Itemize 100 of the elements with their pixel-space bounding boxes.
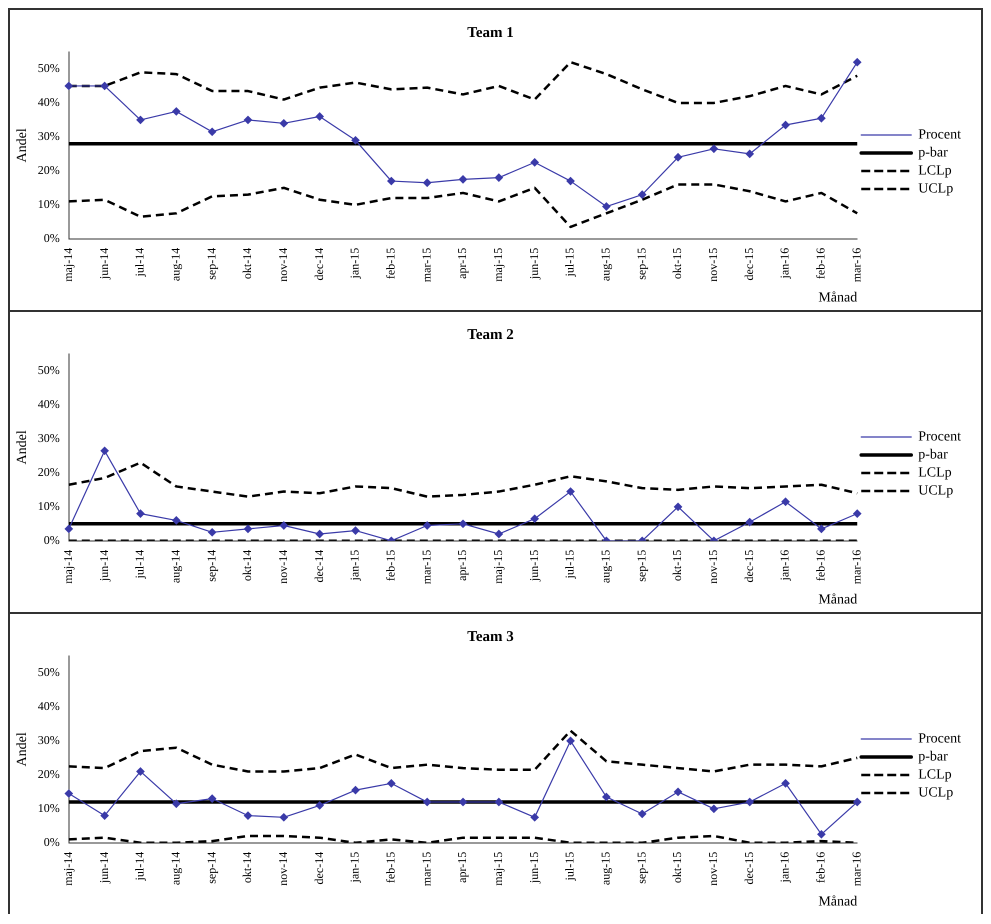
x-tick-label: maj-15 <box>491 852 506 886</box>
x-tick-label: okt-14 <box>240 248 254 280</box>
x-tick-label: feb-15 <box>383 248 398 280</box>
x-tick-label: apr-15 <box>455 550 470 581</box>
y-tick-label: 30% <box>38 431 60 446</box>
x-tick-label: mar-16 <box>849 550 864 584</box>
x-tick-label: okt-15 <box>670 852 684 884</box>
x-tick-label: jan-16 <box>778 550 792 582</box>
x-tick-label: nov-15 <box>706 852 720 886</box>
x-tick-label: nov-14 <box>276 248 290 282</box>
x-tick-label: sep-15 <box>634 248 648 280</box>
chart-title: Team 3 <box>467 628 514 645</box>
x-tick-label: aug-15 <box>598 852 613 886</box>
y-tick-label: 40% <box>38 95 60 110</box>
x-axis-title: Månad <box>818 290 858 306</box>
x-tick-label: sep-15 <box>634 852 648 884</box>
x-tick-label: mar-15 <box>419 852 434 886</box>
x-tick-label: feb-15 <box>383 852 398 884</box>
legend-label: p-bar <box>918 750 948 765</box>
x-tick-label: mar-16 <box>849 852 864 886</box>
x-tick-label: feb-16 <box>814 852 828 884</box>
y-axis-title: Andel <box>15 128 30 163</box>
x-tick-label: jun-15 <box>526 248 541 280</box>
x-tick-label: okt-15 <box>670 248 684 280</box>
y-tick-label: 30% <box>38 129 60 144</box>
y-tick-label: 20% <box>38 163 60 178</box>
x-tick-label: dec-15 <box>742 852 756 884</box>
x-tick-label: sep-14 <box>204 248 218 280</box>
x-tick-label: jan-15 <box>348 852 362 884</box>
y-tick-label: 0% <box>44 834 60 849</box>
x-tick-label: dec-14 <box>312 550 326 582</box>
legend-label: Procent <box>918 430 962 445</box>
x-tick-label: sep-14 <box>204 550 218 582</box>
y-tick-label: 10% <box>38 800 60 815</box>
x-tick-label: jun-15 <box>526 550 541 582</box>
x-tick-label: maj-15 <box>491 550 506 584</box>
x-tick-label: jan-15 <box>348 550 362 582</box>
x-tick-label: sep-14 <box>204 852 218 884</box>
legend-label: Procent <box>918 128 962 143</box>
y-tick-label: 20% <box>38 767 60 782</box>
x-tick-label: okt-15 <box>670 550 684 582</box>
y-tick-label: 30% <box>38 733 60 748</box>
x-axis-title: Månad <box>818 894 858 910</box>
legend-label: p-bar <box>918 448 948 463</box>
x-tick-label: feb-16 <box>814 550 828 582</box>
y-axis-title: Andel <box>15 430 30 465</box>
x-tick-label: jul-14 <box>132 550 147 580</box>
legend-label: Procent <box>918 732 962 747</box>
legend-label: LCLp <box>918 768 952 783</box>
x-tick-label: aug-14 <box>168 248 182 282</box>
x-tick-label: apr-15 <box>455 248 470 279</box>
x-tick-label: okt-14 <box>240 550 254 582</box>
x-tick-label: feb-15 <box>383 550 398 582</box>
legend-label: UCLp <box>918 182 954 197</box>
x-tick-label: jul-14 <box>132 852 147 882</box>
x-tick-label: aug-15 <box>598 248 613 282</box>
x-tick-label: jul-15 <box>562 550 577 580</box>
x-tick-label: mar-15 <box>419 550 434 584</box>
y-tick-label: 0% <box>44 532 60 547</box>
legend-label: UCLp <box>918 484 954 499</box>
y-tick-label: 40% <box>38 397 60 412</box>
x-axis-title: Månad <box>818 592 858 608</box>
x-tick-label: dec-15 <box>742 248 756 280</box>
x-tick-label: aug-15 <box>598 550 613 584</box>
x-tick-label: jan-16 <box>778 852 792 884</box>
y-tick-label: 50% <box>38 363 60 378</box>
x-tick-label: maj-14 <box>60 852 75 886</box>
x-tick-label: apr-15 <box>455 852 470 883</box>
x-tick-label: nov-14 <box>276 550 290 584</box>
x-tick-label: mar-16 <box>849 248 864 282</box>
x-tick-label: sep-15 <box>634 550 648 582</box>
y-axis-title: Andel <box>15 732 30 767</box>
x-tick-label: jan-16 <box>778 248 792 280</box>
y-tick-label: 10% <box>38 498 60 513</box>
x-tick-label: nov-14 <box>276 852 290 886</box>
x-tick-label: jan-15 <box>348 248 362 280</box>
x-tick-label: nov-15 <box>706 248 720 282</box>
legend-label: p-bar <box>918 146 948 161</box>
y-tick-label: 50% <box>38 665 60 680</box>
x-tick-label: okt-14 <box>240 852 254 884</box>
x-tick-label: jul-15 <box>562 248 577 278</box>
y-tick-label: 50% <box>38 61 60 76</box>
x-tick-label: maj-14 <box>60 248 75 282</box>
chart-title: Team 1 <box>467 24 514 41</box>
y-tick-label: 0% <box>44 230 60 245</box>
x-tick-label: dec-14 <box>312 852 326 884</box>
legend-label: LCLp <box>918 466 952 481</box>
chart-title: Team 2 <box>467 326 514 343</box>
x-tick-label: feb-16 <box>814 248 828 280</box>
y-tick-label: 10% <box>38 196 60 211</box>
x-tick-label: dec-14 <box>312 248 326 280</box>
x-tick-label: jun-14 <box>96 852 111 884</box>
x-tick-label: jun-14 <box>96 248 111 280</box>
x-tick-label: dec-15 <box>742 550 756 582</box>
x-tick-label: maj-14 <box>60 550 75 584</box>
x-tick-label: mar-15 <box>419 248 434 282</box>
x-tick-label: jun-14 <box>96 550 111 582</box>
legend-label: UCLp <box>918 786 954 801</box>
x-tick-label: jun-15 <box>526 852 541 884</box>
x-tick-label: jul-15 <box>562 852 577 882</box>
